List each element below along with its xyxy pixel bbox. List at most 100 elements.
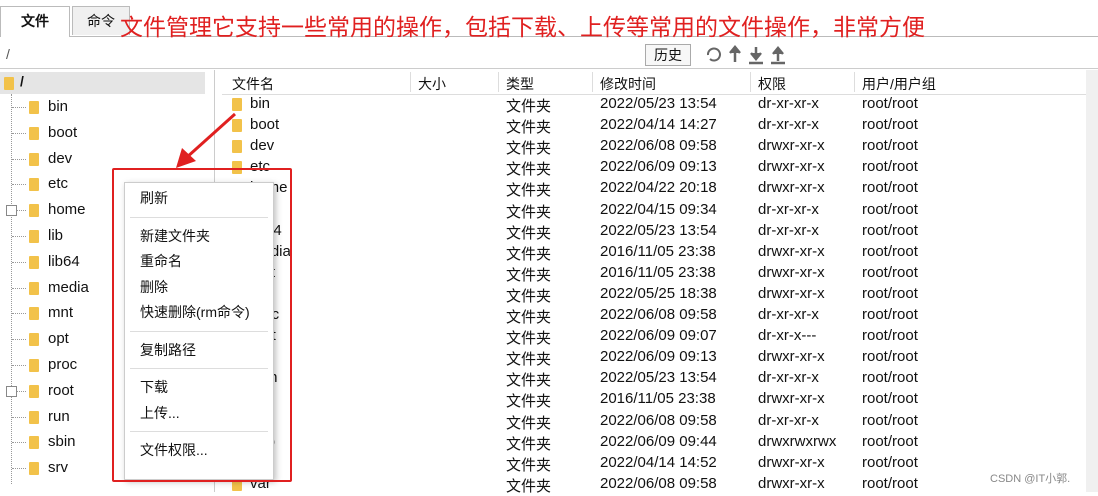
tree-item[interactable]: media <box>48 278 89 296</box>
tree-item[interactable]: lib <box>48 227 64 244</box>
table-cell: drwxr-xr-x <box>758 158 825 176</box>
table-cell: 2022/04/14 14:27 <box>600 116 717 134</box>
tree-item[interactable]: mnt <box>48 304 74 322</box>
history-button[interactable]: 历史 <box>645 44 691 66</box>
menu-item[interactable]: 快速删除(rm命令) <box>140 304 250 320</box>
tree-item[interactable]: boot <box>48 123 78 141</box>
menu-separator <box>130 368 268 369</box>
menu-item[interactable]: 文件权限... <box>140 442 208 458</box>
column-header[interactable]: 权限 <box>758 76 786 92</box>
table-cell: drwxr-xr-x <box>758 284 825 302</box>
menu-separator <box>130 216 268 218</box>
table-cell[interactable]: etc <box>250 158 271 176</box>
folder-icon <box>29 101 39 114</box>
table-cell: root/root <box>862 284 918 302</box>
path-text[interactable]: / <box>6 46 10 62</box>
tree-item[interactable]: proc <box>48 356 78 373</box>
table-cell: drwxr-xr-x <box>758 348 825 366</box>
table-cell: 2022/06/09 09:13 <box>600 348 717 366</box>
column-divider <box>750 72 751 92</box>
table-cell: 文件夹 <box>506 351 552 369</box>
folder-icon <box>29 307 39 321</box>
table-cell: 文件夹 <box>506 224 552 242</box>
table-cell: root/root <box>862 369 918 387</box>
column-header[interactable]: 用户/用户组 <box>862 76 936 92</box>
table-cell: 2016/11/05 23:38 <box>600 242 716 260</box>
expander[interactable] <box>6 205 17 217</box>
column-header[interactable]: 修改时间 <box>600 76 656 92</box>
table-cell: 2016/11/05 23:38 <box>600 390 716 408</box>
table-cell: 2022/04/14 14:52 <box>600 453 717 471</box>
tab[interactable]: 命令 <box>72 6 130 35</box>
column-header[interactable]: 类型 <box>506 76 534 92</box>
scrollbar <box>1086 70 1098 492</box>
table-cell: root/root <box>862 263 918 281</box>
table-cell: 文件夹 <box>506 477 552 495</box>
table-cell[interactable]: dev <box>250 137 275 155</box>
folder-icon <box>29 204 39 218</box>
folder-icon <box>232 161 242 175</box>
table-cell: root/root <box>862 221 918 239</box>
table-cell[interactable]: boot <box>250 116 280 134</box>
folder-icon <box>29 255 39 269</box>
table-cell: drwxr-xr-x <box>758 474 825 492</box>
tree-line <box>12 261 26 263</box>
table-cell: 2022/06/09 09:07 <box>600 327 717 345</box>
tree-item[interactable]: sbin <box>48 433 76 451</box>
menu-item[interactable]: 复制路径 <box>140 341 196 358</box>
tree-line <box>12 158 26 160</box>
menu-item[interactable]: 刷新 <box>140 190 168 206</box>
download-icon[interactable] <box>749 47 763 65</box>
tree-item[interactable]: lib64 <box>48 252 80 270</box>
tree-item[interactable]: bin <box>48 98 69 115</box>
table-cell: root/root <box>862 411 918 429</box>
folder-icon <box>29 126 39 140</box>
table-cell: drwxr-xr-x <box>758 453 825 471</box>
column-header[interactable]: 文件名 <box>232 76 274 92</box>
tree-item[interactable]: dev <box>48 149 73 167</box>
table-cell[interactable]: bin <box>250 95 271 112</box>
column-header[interactable]: 大小 <box>418 76 446 92</box>
watermark: CSDN @IT小郭. <box>990 473 1071 485</box>
tree-root[interactable]: / <box>20 73 24 89</box>
table-cell: dr-xr-xr-x <box>758 411 819 429</box>
up-icon[interactable] <box>729 45 741 62</box>
table-cell: 文件夹 <box>506 140 552 158</box>
tree-line <box>12 468 26 470</box>
expander[interactable] <box>6 385 17 397</box>
folder-icon <box>29 462 39 476</box>
table-cell: root/root <box>862 158 918 176</box>
refresh-icon[interactable] <box>707 47 721 62</box>
table-cell: 2022/05/23 13:54 <box>600 95 717 112</box>
path-bar <box>0 42 1098 69</box>
column-divider <box>410 72 411 92</box>
folder-icon <box>29 152 39 166</box>
menu-item[interactable]: 删除 <box>140 278 168 295</box>
table-cell: root/root <box>862 432 918 450</box>
table-cell: 文件夹 <box>506 435 552 453</box>
tab-baseline <box>0 36 1098 37</box>
tree-item[interactable]: etc <box>48 175 69 193</box>
menu-item[interactable]: 重命名 <box>140 253 182 269</box>
tree-item[interactable]: home <box>48 201 86 219</box>
tab[interactable]: 文件 <box>0 6 70 37</box>
tree-item[interactable]: run <box>48 407 70 425</box>
tree-item[interactable]: root <box>48 381 74 399</box>
menu-item[interactable]: 上传... <box>140 404 180 421</box>
folder-icon <box>29 178 39 192</box>
tree-line <box>12 313 26 315</box>
table-cell: drwxr-xr-x <box>758 242 825 260</box>
table-cell: dr-xr-x--- <box>758 327 817 345</box>
tree-item[interactable]: srv <box>48 459 68 477</box>
table-cell: 2022/05/23 13:54 <box>600 369 717 387</box>
tree-item[interactable]: opt <box>48 330 69 348</box>
table-header <box>222 70 1088 95</box>
table-cell: 2022/04/22 20:18 <box>600 179 717 197</box>
menu-item[interactable]: 下载 <box>140 379 168 395</box>
menu-item[interactable]: 新建文件夹 <box>140 227 210 244</box>
table-cell: 2022/05/25 18:38 <box>600 284 717 302</box>
upload-icon[interactable] <box>771 46 785 65</box>
table-cell: 2022/06/09 09:13 <box>600 158 717 176</box>
folder-icon <box>29 410 39 424</box>
table-cell: root/root <box>862 95 918 112</box>
